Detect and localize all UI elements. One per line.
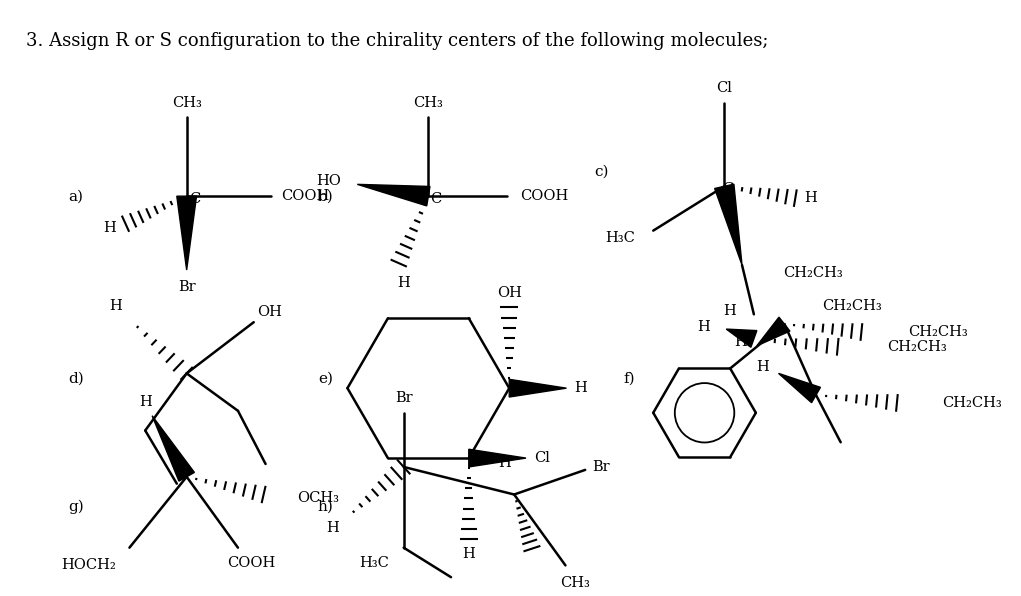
Polygon shape <box>715 184 742 265</box>
Text: H: H <box>574 381 587 395</box>
Polygon shape <box>757 317 790 346</box>
Text: CH₂CH₃: CH₂CH₃ <box>942 396 1002 410</box>
Text: HOCH₂: HOCH₂ <box>61 558 115 572</box>
Polygon shape <box>469 449 526 467</box>
Text: OH: OH <box>497 285 522 300</box>
Text: H: H <box>397 276 410 290</box>
Text: H₃C: H₃C <box>605 231 635 244</box>
Text: C: C <box>723 182 734 196</box>
Polygon shape <box>152 416 194 481</box>
Text: OH: OH <box>257 305 282 319</box>
Text: a): a) <box>68 189 84 203</box>
Text: COOH: COOH <box>521 189 569 203</box>
Text: H: H <box>805 191 818 205</box>
Text: CH₂CH₃: CH₂CH₃ <box>887 340 946 354</box>
Text: H₃C: H₃C <box>359 557 389 570</box>
Text: H: H <box>498 456 510 470</box>
Text: H: H <box>756 361 769 374</box>
Text: H: H <box>723 305 736 318</box>
Text: e): e) <box>318 371 333 386</box>
Text: g): g) <box>68 499 84 514</box>
Text: CH₃: CH₃ <box>561 576 590 590</box>
Text: CH₂CH₃: CH₂CH₃ <box>908 325 968 339</box>
Text: Br: Br <box>395 391 412 405</box>
Text: OCH₃: OCH₃ <box>297 492 339 505</box>
Text: CH₃: CH₃ <box>172 95 201 110</box>
Polygon shape <box>726 329 757 347</box>
Text: H: H <box>463 547 475 561</box>
Polygon shape <box>177 196 196 270</box>
Polygon shape <box>357 184 430 206</box>
Polygon shape <box>779 373 821 403</box>
Text: H: H <box>734 335 747 349</box>
Text: C: C <box>431 192 442 206</box>
Text: C: C <box>189 192 200 206</box>
Text: d): d) <box>68 371 84 386</box>
Text: Cl: Cl <box>717 81 732 95</box>
Text: H: H <box>327 521 339 535</box>
Text: COOH: COOH <box>227 557 275 570</box>
Text: CH₂CH₃: CH₂CH₃ <box>822 299 882 313</box>
Text: b): b) <box>318 189 334 203</box>
Text: CH₃: CH₃ <box>414 95 443 110</box>
Text: CH₂CH₃: CH₂CH₃ <box>783 266 843 280</box>
Text: c): c) <box>594 164 609 179</box>
Text: H: H <box>697 320 711 334</box>
Text: f): f) <box>624 371 635 386</box>
Text: COOH: COOH <box>281 189 329 203</box>
Text: HO: HO <box>317 175 342 188</box>
Text: H: H <box>139 395 151 409</box>
Text: Br: Br <box>592 460 610 474</box>
Text: h): h) <box>318 499 334 513</box>
Text: Br: Br <box>178 280 195 294</box>
Text: 3. Assign R or S configuration to the chirality centers of the following molecul: 3. Assign R or S configuration to the ch… <box>26 32 769 49</box>
Polygon shape <box>509 379 567 397</box>
Text: H: H <box>109 299 123 313</box>
Text: Cl: Cl <box>534 451 549 465</box>
Text: H: H <box>103 221 116 235</box>
